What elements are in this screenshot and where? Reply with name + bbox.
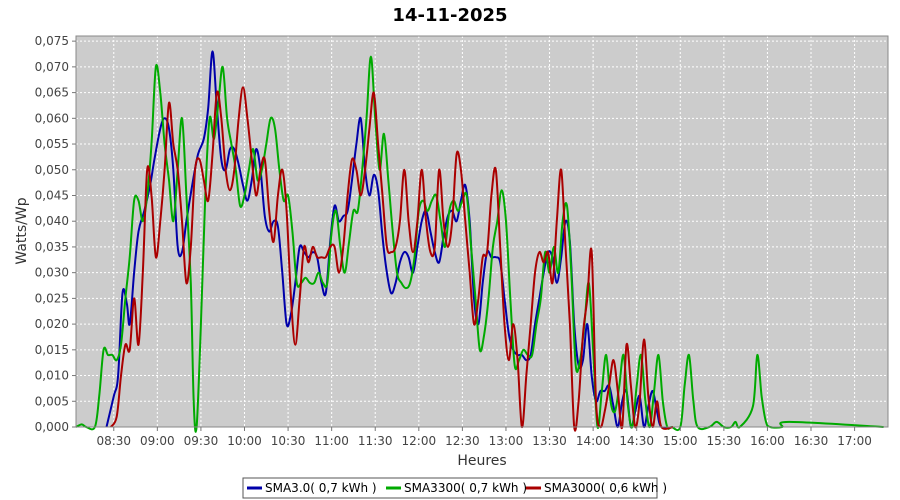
x-tick-label: 12:30	[445, 434, 480, 448]
y-axis: 0,000 0,005 0,010 0,015 0,020 0,025 0,030 0,035…	[35, 34, 76, 434]
x-tick-label: 08:30	[96, 434, 131, 448]
y-tick-label: 0,060	[35, 111, 69, 125]
grid-lines	[76, 36, 888, 428]
plot-area	[76, 36, 888, 427]
y-tick-label: 0,005	[35, 394, 69, 408]
legend-box	[242, 477, 658, 499]
x-tick-label: 16:30	[794, 434, 829, 448]
x-tick-label: 15:30	[707, 434, 742, 448]
x-axis-label: Heures	[457, 453, 506, 469]
y-tick-label: 0,035	[35, 240, 69, 254]
series-line-1	[75, 55, 884, 433]
x-tick-label: 09:00	[140, 434, 175, 448]
x-tick-label: 13:30	[532, 434, 567, 448]
x-tick-label: 17:00	[837, 434, 872, 448]
y-tick-label: 0,000	[35, 420, 69, 434]
y-axis-label: Watts/Wp	[14, 197, 30, 264]
y-tick-label: 0,045	[35, 188, 69, 202]
x-tick-label: 14:30	[619, 434, 654, 448]
chart-title: 14-11-2025	[392, 5, 507, 26]
legend: SMA3.0( 0,7 kWh ) SMA3300( 0,7 kWh ) SMA30…	[242, 477, 667, 499]
legend-entry: SMA3300( 0,7 kWh )	[404, 481, 527, 495]
y-tick-label: 0,015	[35, 343, 69, 357]
y-tick-label: 0,050	[35, 163, 69, 177]
y-tick-label: 0,055	[35, 137, 69, 151]
x-tick-label: 15:00	[663, 434, 698, 448]
y-tick-label: 0,075	[35, 34, 69, 48]
y-tick-label: 0,070	[35, 60, 69, 74]
x-tick-label: 10:30	[271, 434, 306, 448]
x-tick-label: 11:00	[314, 434, 349, 448]
x-axis: 08:30 09:00 09:30 10:00 10:30 11:00 11:30 12:00…	[96, 427, 872, 448]
x-tick-label: 09:30	[184, 434, 219, 448]
legend-entry: SMA3.0( 0,7 kWh )	[265, 481, 377, 495]
y-tick-label: 0,030	[35, 266, 69, 280]
plot-border	[75, 35, 889, 428]
series-lines	[75, 50, 884, 433]
x-tick-label: 12:00	[402, 434, 437, 448]
x-tick-label: 13:00	[489, 434, 524, 448]
y-tick-label: 0,025	[35, 291, 69, 305]
y-tick-label: 0,010	[35, 369, 69, 383]
series-line-2	[110, 86, 674, 432]
y-tick-label: 0,040	[35, 214, 69, 228]
x-tick-label: 11:30	[358, 434, 393, 448]
legend-entry: SMA3000( 0,6 kWh )	[544, 481, 667, 495]
x-tick-label: 14:00	[576, 434, 611, 448]
x-tick-label: 16:00	[750, 434, 785, 448]
x-tick-label: 10:00	[227, 434, 262, 448]
y-tick-label: 0,065	[35, 86, 69, 100]
y-tick-label: 0,020	[35, 317, 69, 331]
